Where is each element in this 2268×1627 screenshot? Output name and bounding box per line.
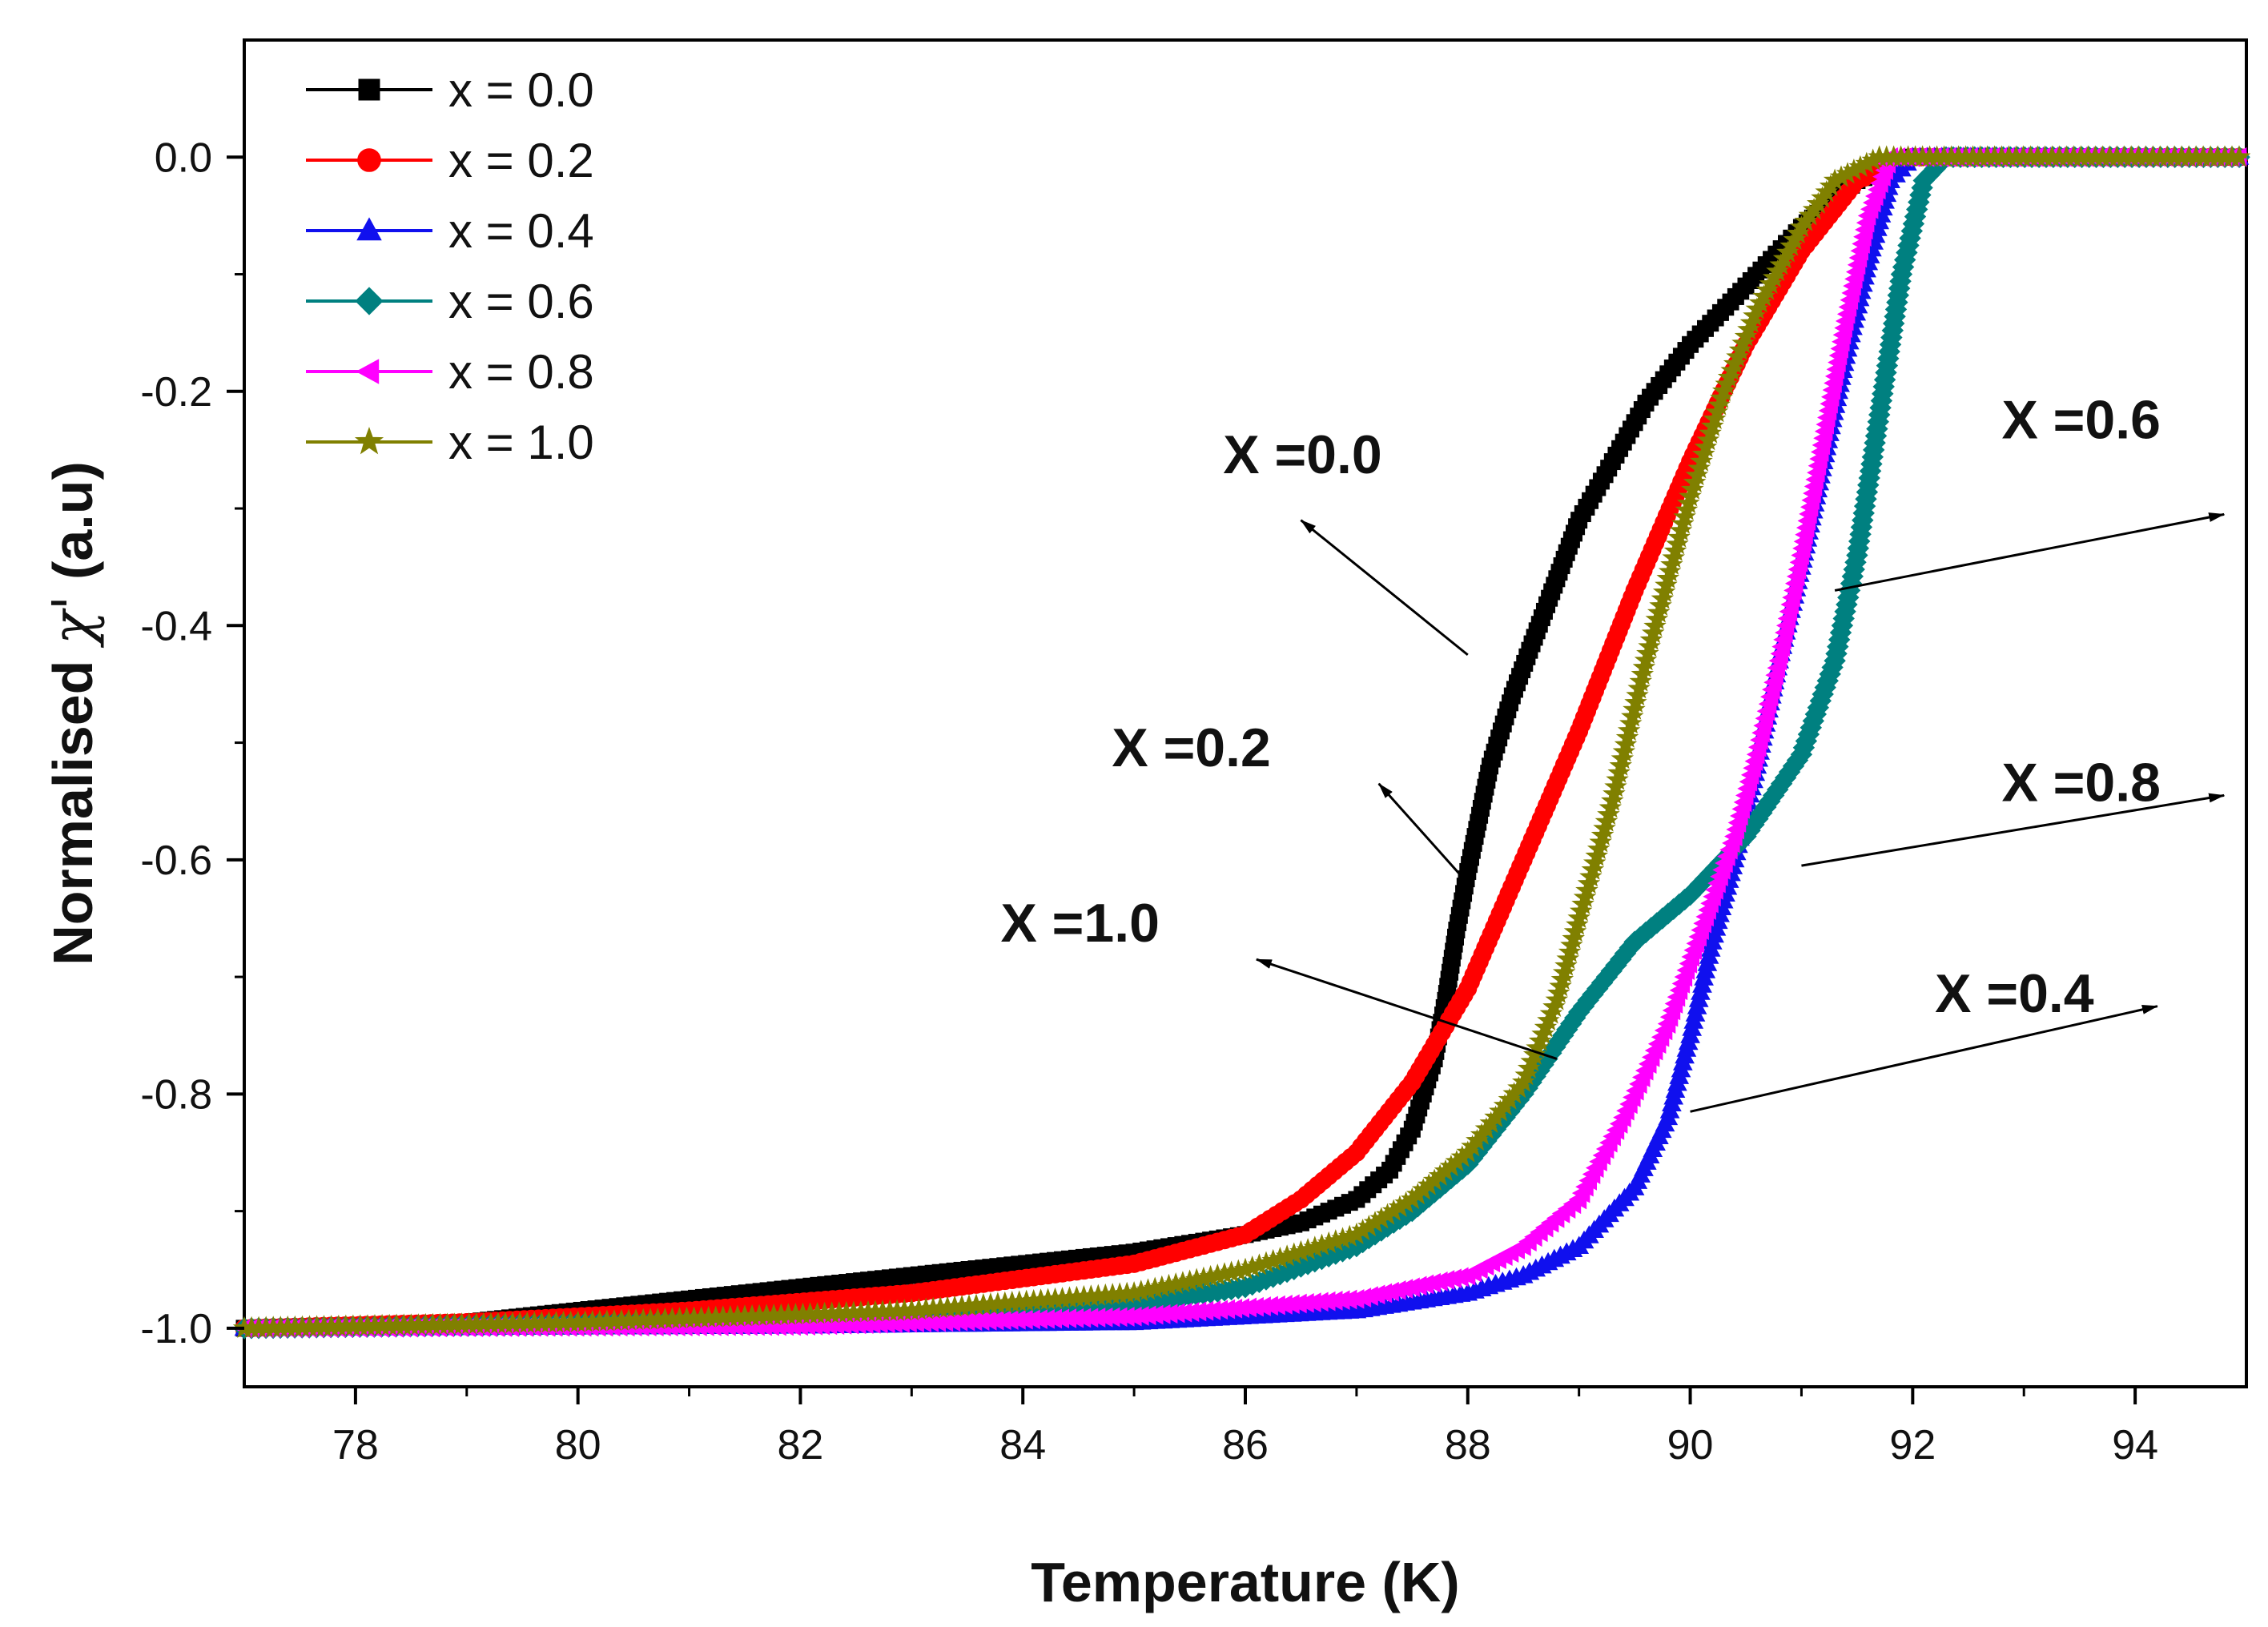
legend-marker-icon (356, 217, 382, 241)
y-axis: 0.0 -0.2 -0.4 -0.6 -0.8 -1.0 (140, 135, 244, 1352)
legend-marker-icon (358, 78, 380, 101)
series-layer (232, 145, 2251, 1340)
annotation-arrow (1377, 782, 1469, 885)
x-tick-label: 80 (555, 1422, 601, 1468)
legend-item: x = 1.0 (306, 416, 594, 469)
annotation-arrow (1690, 1004, 2158, 1113)
y-axis-label-symbol: χ' (40, 595, 106, 649)
annotation-arrow (1255, 958, 1558, 1060)
legend-marker-icon (357, 148, 381, 172)
y-axis-label-suffix: (a.u) (42, 461, 104, 595)
x-tick-label: 86 (1222, 1422, 1269, 1468)
y-tick-label: -0.8 (140, 1071, 212, 1118)
annotation-label: X =0.2 (1112, 717, 1271, 778)
annotation-arrow (1834, 512, 2226, 592)
annotation: X =0.0 (1223, 424, 1469, 657)
legend-item: x = 0.0 (306, 63, 594, 117)
annotation: X =0.8 (1801, 753, 2226, 867)
x-axis-label: Temperature (K) (1031, 1551, 1459, 1613)
series-5 (232, 145, 2251, 1339)
annotation-label: X =1.0 (1000, 893, 1160, 954)
annotation-arrow (1801, 793, 2226, 867)
y-tick-label: 0.0 (155, 135, 212, 181)
annotation-label: X =0.8 (2001, 753, 2161, 814)
annotation-arrow (1300, 519, 1469, 657)
y-axis-label: Normalised χ' (a.u) (40, 461, 106, 966)
legend-label: x = 0.4 (448, 204, 594, 258)
legend-label: x = 1.0 (448, 416, 594, 469)
annotations: X =0.0 X =0.2 X =1.0 X =0.6 X =0.8 X =0.4 (1000, 389, 2226, 1113)
legend-marker-icon (355, 287, 384, 315)
legend-marker-icon (356, 359, 380, 384)
y-tick-label: -1.0 (140, 1306, 212, 1352)
legend-label: x = 0.0 (448, 63, 594, 117)
x-tick-label: 84 (999, 1422, 1046, 1468)
x-tick-label: 90 (1667, 1422, 1714, 1468)
y-tick-label: -0.2 (140, 369, 212, 416)
annotation: X =0.4 (1690, 963, 2158, 1113)
x-tick-label: 92 (1889, 1422, 1936, 1468)
legend-item: x = 0.8 (306, 345, 594, 399)
legend: x = 0.0 x = 0.2 x = 0.4 x = 0.6 x = 0.8 x = 1… (306, 63, 594, 469)
legend-marker-icon (354, 427, 384, 455)
legend-label: x = 0.8 (448, 345, 594, 399)
data-point (2227, 145, 2251, 167)
x-tick-label: 88 (1445, 1422, 1491, 1468)
annotation: X =0.6 (1834, 389, 2226, 592)
legend-item: x = 0.6 (306, 275, 594, 328)
y-axis-label-prefix: Normalised (42, 645, 104, 966)
annotation-label: X =0.0 (1223, 424, 1382, 485)
x-tick-label: 78 (332, 1422, 379, 1468)
annotation: X =1.0 (1000, 893, 1558, 1060)
x-axis: 78 80 82 84 86 88 90 92 94 (332, 1387, 2158, 1468)
annotation: X =0.2 (1112, 717, 1469, 885)
legend-label: x = 0.2 (448, 134, 594, 187)
y-tick-label: -0.6 (140, 838, 212, 884)
annotation-label: X =0.6 (2001, 389, 2161, 450)
legend-item: x = 0.4 (306, 204, 594, 258)
legend-label: x = 0.6 (448, 275, 594, 328)
y-tick-label: -0.4 (140, 603, 212, 649)
x-tick-label: 94 (2112, 1422, 2158, 1468)
x-tick-label: 82 (778, 1422, 824, 1468)
legend-item: x = 0.2 (306, 134, 594, 187)
annotation-label: X =0.4 (1935, 963, 2094, 1024)
